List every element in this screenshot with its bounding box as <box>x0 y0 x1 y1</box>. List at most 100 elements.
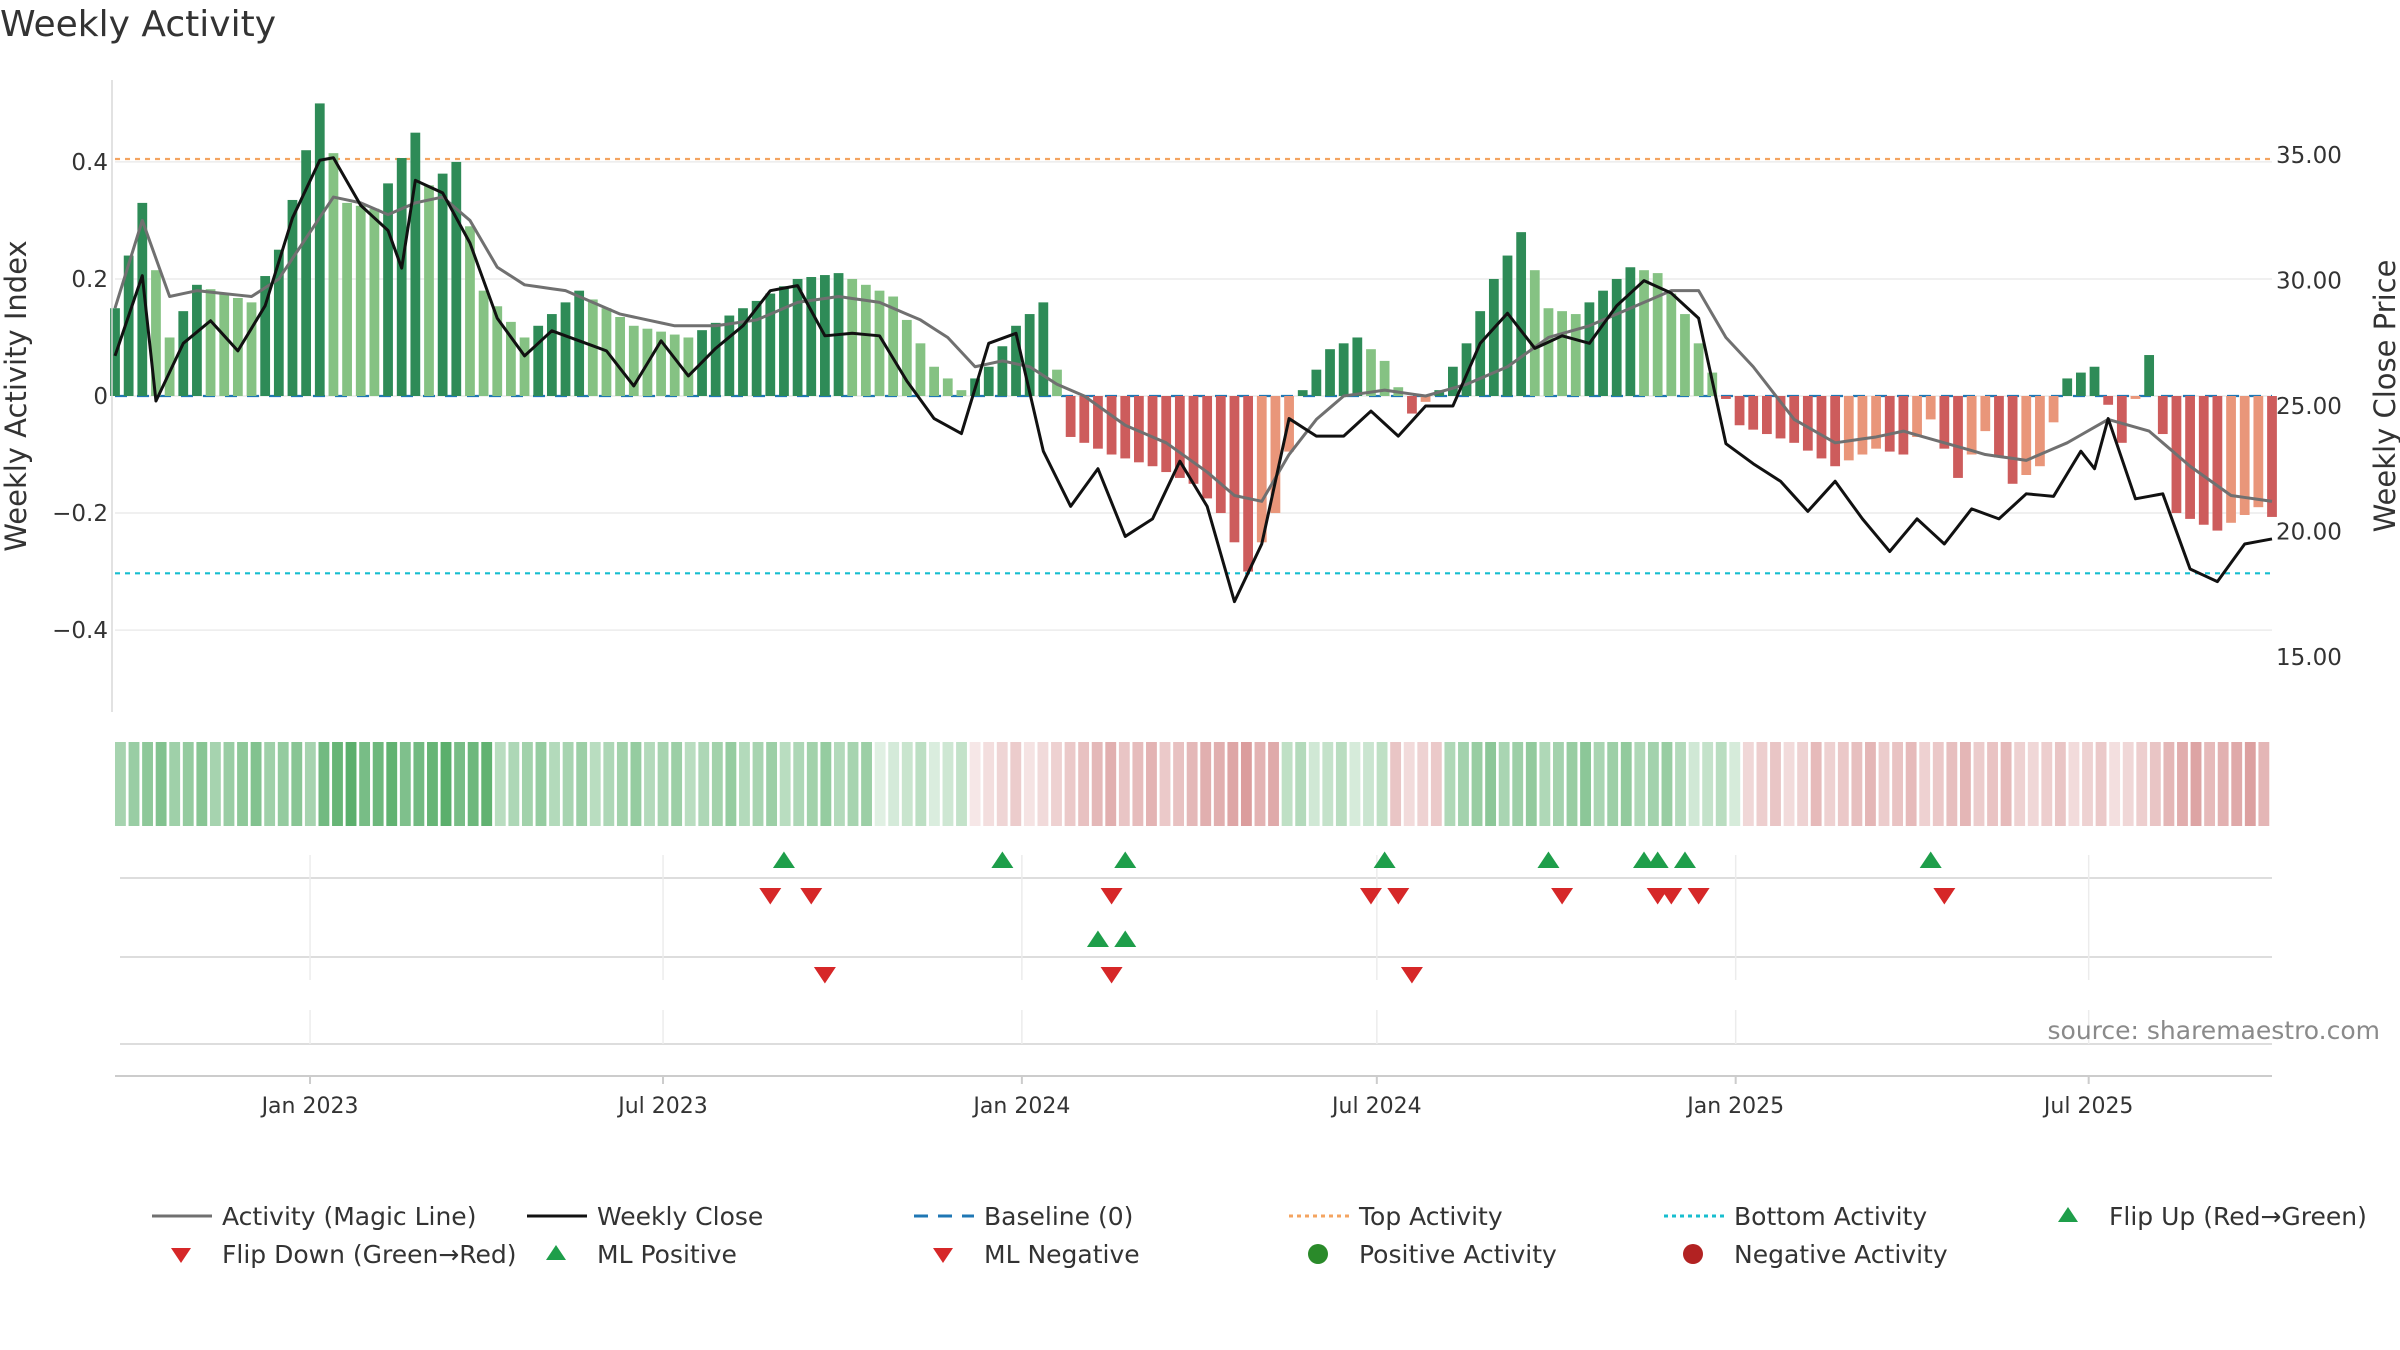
activity-bar <box>2226 396 2236 523</box>
activity-bar <box>1693 343 1704 396</box>
band-cell <box>1227 742 1239 826</box>
activity-bar <box>1502 255 1513 396</box>
legend-label: Baseline (0) <box>984 1201 1134 1231</box>
band-cell <box>888 742 900 826</box>
band-cell <box>1729 742 1741 826</box>
band-cell <box>956 742 967 826</box>
band-cell <box>725 742 737 826</box>
y-left-tick-label: 0.2 <box>71 267 108 293</box>
band-cell <box>1159 742 1171 826</box>
band-cell <box>1254 742 1266 826</box>
flip-up-marker <box>1673 851 1696 869</box>
ml-negative-marker <box>1400 966 1423 984</box>
activity-color-band <box>115 742 2270 826</box>
band-cell <box>1580 742 1591 826</box>
activity-bar <box>1625 267 1636 396</box>
activity-bar <box>1134 396 1144 463</box>
band-cell <box>318 742 330 826</box>
band-cell <box>1810 742 1822 826</box>
activity-bar <box>2007 396 2018 484</box>
x-tick-label: Jul 2023 <box>616 1094 708 1119</box>
legend-swatch <box>1683 1244 1703 1264</box>
band-cell <box>196 742 208 826</box>
band-cell <box>1268 742 1279 826</box>
band-cell <box>1132 742 1144 826</box>
activity-bar <box>2021 396 2032 475</box>
activity-bar <box>1857 396 1868 455</box>
band-cell <box>942 742 954 826</box>
flip-down-marker <box>1551 887 1574 905</box>
band-cell <box>440 742 452 826</box>
activity-bar <box>1966 396 1977 455</box>
activity-bar <box>424 185 434 396</box>
band-cell <box>1539 742 1551 826</box>
activity-bar <box>2103 396 2114 405</box>
legend-label: Flip Up (Red→Green) <box>2109 1201 2367 1231</box>
legend-item-ml_pos: ML Positive <box>525 1236 737 1272</box>
activity-bar <box>2130 396 2141 399</box>
band-cell <box>739 742 750 826</box>
activity-bar <box>1516 232 1527 396</box>
activity-bar <box>1420 396 1431 402</box>
activity-bar <box>560 302 571 396</box>
band-cell <box>1892 742 1903 826</box>
activity-bar <box>656 331 666 396</box>
legend: Activity (Magic Line) Weekly Close Baselin… <box>150 1198 2390 1278</box>
band-cell <box>2014 742 2026 826</box>
activity-bar <box>1147 396 1158 467</box>
band-cell <box>576 742 588 826</box>
activity-bar <box>1079 396 1090 443</box>
legend-swatch <box>546 1245 566 1260</box>
band-cell <box>264 742 276 826</box>
band-cell <box>861 742 872 826</box>
band-cell <box>1607 742 1619 826</box>
activity-bar <box>1912 396 1922 437</box>
band-cell <box>901 742 913 826</box>
activity-bar <box>1229 396 1240 543</box>
activity-bar <box>724 315 735 396</box>
flip-up-marker <box>1114 851 1137 869</box>
legend-label: Bottom Activity <box>1734 1201 1928 1231</box>
flip-down-marker <box>1933 887 1956 905</box>
legend-swatch <box>527 1214 587 1218</box>
activity-bar <box>506 321 516 396</box>
activity-bar <box>342 202 352 396</box>
band-cell <box>508 742 520 826</box>
band-cell <box>2122 742 2134 826</box>
band-cell <box>1987 742 1998 826</box>
activity-bar <box>574 290 585 396</box>
activity-bar <box>888 296 899 396</box>
activity-bar <box>628 325 639 396</box>
legend-label: Activity (Magic Line) <box>222 1201 477 1231</box>
activity-bar <box>669 334 680 396</box>
band-cell <box>142 742 153 826</box>
band-cell <box>2095 742 2107 826</box>
activity-bar <box>1598 290 1608 396</box>
band-cell <box>1281 742 1293 826</box>
activity-bar <box>1093 396 1103 449</box>
flip-down-marker <box>800 887 823 905</box>
band-cell <box>806 742 818 826</box>
band-cell <box>2027 742 2039 826</box>
source-credit: source: sharemaestro.com <box>2048 1016 2381 1045</box>
y-right-tick-label: 15.00 <box>2276 645 2342 671</box>
band-cell <box>1512 742 1524 826</box>
activity-bar <box>465 226 475 396</box>
activity-bar <box>1884 396 1895 452</box>
activity-bar <box>1652 273 1663 396</box>
flip-down-marker <box>1387 887 1410 905</box>
activity-bar <box>355 205 366 396</box>
band-cell <box>2177 742 2188 826</box>
band-cell <box>399 742 411 826</box>
band-cell <box>820 742 832 826</box>
activity-bar <box>478 290 489 396</box>
band-cell <box>2041 742 2053 826</box>
activity-bar <box>1680 314 1690 396</box>
band-cell <box>1078 742 1090 826</box>
activity-bar <box>1461 343 1472 396</box>
activity-bar <box>1775 396 1786 439</box>
band-cell <box>1878 742 1890 826</box>
band-cell <box>1837 742 1849 826</box>
band-cell <box>711 742 723 826</box>
band-cell <box>169 742 181 826</box>
